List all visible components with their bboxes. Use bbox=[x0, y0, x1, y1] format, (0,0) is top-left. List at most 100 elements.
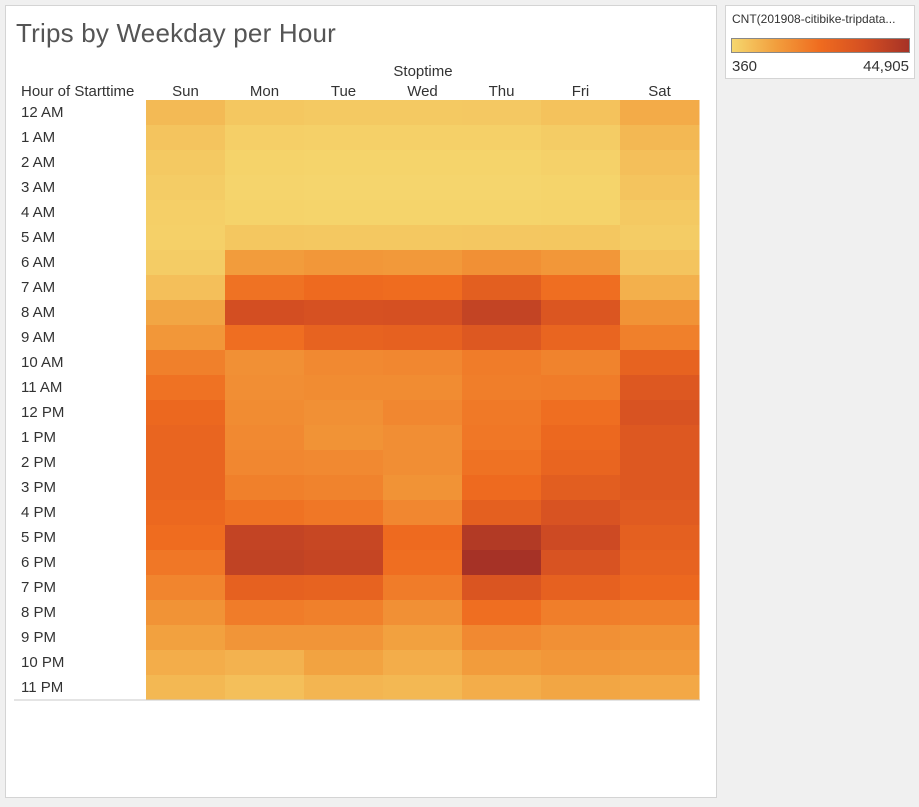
heatmap-cell[interactable] bbox=[225, 350, 305, 376]
heatmap-cell[interactable] bbox=[383, 550, 463, 576]
heatmap-cell[interactable] bbox=[225, 175, 305, 201]
heatmap-cell[interactable] bbox=[383, 425, 463, 451]
heatmap-cell[interactable] bbox=[146, 100, 226, 126]
heatmap-cell[interactable] bbox=[146, 250, 226, 276]
heatmap-cell[interactable] bbox=[383, 225, 463, 251]
heatmap-cell[interactable] bbox=[304, 125, 384, 151]
heatmap-cell[interactable] bbox=[383, 100, 463, 126]
heatmap-cell[interactable] bbox=[146, 550, 226, 576]
heatmap-cell[interactable] bbox=[225, 325, 305, 351]
heatmap-cell[interactable] bbox=[541, 450, 621, 476]
heatmap-cell[interactable] bbox=[541, 375, 621, 401]
heatmap-cell[interactable] bbox=[225, 275, 305, 301]
heatmap-cell[interactable] bbox=[304, 550, 384, 576]
heatmap-cell[interactable] bbox=[383, 400, 463, 426]
heatmap-cell[interactable] bbox=[225, 450, 305, 476]
heatmap-cell[interactable] bbox=[620, 400, 700, 426]
heatmap-cell[interactable] bbox=[146, 375, 226, 401]
heatmap-cell[interactable] bbox=[462, 150, 542, 176]
heatmap-cell[interactable] bbox=[304, 250, 384, 276]
heatmap-cell[interactable] bbox=[304, 675, 384, 701]
heatmap-cell[interactable] bbox=[541, 425, 621, 451]
heatmap-cell[interactable] bbox=[383, 450, 463, 476]
heatmap-cell[interactable] bbox=[462, 325, 542, 351]
heatmap-cell[interactable] bbox=[462, 375, 542, 401]
heatmap-cell[interactable] bbox=[225, 550, 305, 576]
heatmap-cell[interactable] bbox=[383, 500, 463, 526]
heatmap-cell[interactable] bbox=[383, 600, 463, 626]
heatmap-cell[interactable] bbox=[541, 275, 621, 301]
heatmap-cell[interactable] bbox=[620, 200, 700, 226]
heatmap-cell[interactable] bbox=[146, 275, 226, 301]
heatmap-cell[interactable] bbox=[225, 600, 305, 626]
heatmap-cell[interactable] bbox=[541, 400, 621, 426]
heatmap-cell[interactable] bbox=[462, 600, 542, 626]
heatmap-cell[interactable] bbox=[620, 500, 700, 526]
heatmap-cell[interactable] bbox=[304, 525, 384, 551]
heatmap-cell[interactable] bbox=[462, 425, 542, 451]
heatmap-cell[interactable] bbox=[462, 575, 542, 601]
heatmap-cell[interactable] bbox=[225, 200, 305, 226]
heatmap-cell[interactable] bbox=[620, 275, 700, 301]
heatmap-cell[interactable] bbox=[225, 375, 305, 401]
heatmap-cell[interactable] bbox=[146, 225, 226, 251]
heatmap-cell[interactable] bbox=[225, 575, 305, 601]
heatmap-cell[interactable] bbox=[620, 675, 700, 701]
heatmap-cell[interactable] bbox=[462, 350, 542, 376]
heatmap-cell[interactable] bbox=[541, 525, 621, 551]
heatmap-cell[interactable] bbox=[462, 100, 542, 126]
heatmap-cell[interactable] bbox=[304, 175, 384, 201]
color-legend[interactable]: CNT(201908-citibike-tripdata... 360 44,9… bbox=[725, 5, 915, 79]
heatmap-cell[interactable] bbox=[541, 325, 621, 351]
heatmap-cell[interactable] bbox=[225, 650, 305, 676]
heatmap-cell[interactable] bbox=[620, 225, 700, 251]
heatmap-cell[interactable] bbox=[462, 625, 542, 651]
heatmap-cell[interactable] bbox=[462, 500, 542, 526]
heatmap-cell[interactable] bbox=[462, 650, 542, 676]
heatmap-cell[interactable] bbox=[304, 575, 384, 601]
heatmap-cell[interactable] bbox=[541, 575, 621, 601]
heatmap-cell[interactable] bbox=[225, 675, 305, 701]
heatmap-cell[interactable] bbox=[620, 150, 700, 176]
heatmap-cell[interactable] bbox=[383, 525, 463, 551]
heatmap-cell[interactable] bbox=[620, 600, 700, 626]
heatmap-cell[interactable] bbox=[462, 300, 542, 326]
heatmap-cell[interactable] bbox=[146, 475, 226, 501]
heatmap-cell[interactable] bbox=[304, 275, 384, 301]
heatmap-cell[interactable] bbox=[541, 225, 621, 251]
heatmap-cell[interactable] bbox=[146, 675, 226, 701]
heatmap-cell[interactable] bbox=[541, 100, 621, 126]
heatmap-cell[interactable] bbox=[620, 475, 700, 501]
heatmap-cell[interactable] bbox=[620, 575, 700, 601]
heatmap-cell[interactable] bbox=[225, 125, 305, 151]
heatmap-cell[interactable] bbox=[146, 300, 226, 326]
heatmap-cell[interactable] bbox=[225, 225, 305, 251]
heatmap-cell[interactable] bbox=[620, 125, 700, 151]
heatmap-cell[interactable] bbox=[383, 625, 463, 651]
heatmap-cell[interactable] bbox=[304, 350, 384, 376]
heatmap-cell[interactable] bbox=[383, 175, 463, 201]
heatmap-cell[interactable] bbox=[462, 125, 542, 151]
heatmap-cell[interactable] bbox=[620, 625, 700, 651]
heatmap-cell[interactable] bbox=[541, 650, 621, 676]
heatmap-cell[interactable] bbox=[541, 175, 621, 201]
heatmap-cell[interactable] bbox=[146, 525, 226, 551]
heatmap-cell[interactable] bbox=[146, 200, 226, 226]
heatmap-cell[interactable] bbox=[304, 600, 384, 626]
heatmap-cell[interactable] bbox=[304, 425, 384, 451]
heatmap-cell[interactable] bbox=[304, 225, 384, 251]
heatmap-cell[interactable] bbox=[541, 150, 621, 176]
heatmap-cell[interactable] bbox=[146, 500, 226, 526]
heatmap-cell[interactable] bbox=[620, 325, 700, 351]
heatmap-cell[interactable] bbox=[462, 200, 542, 226]
heatmap-cell[interactable] bbox=[383, 275, 463, 301]
heatmap-cell[interactable] bbox=[620, 350, 700, 376]
heatmap-cell[interactable] bbox=[462, 525, 542, 551]
heatmap-cell[interactable] bbox=[146, 650, 226, 676]
heatmap-cell[interactable] bbox=[462, 475, 542, 501]
heatmap-cell[interactable] bbox=[383, 350, 463, 376]
heatmap-cell[interactable] bbox=[225, 400, 305, 426]
heatmap-cell[interactable] bbox=[146, 450, 226, 476]
heatmap-cell[interactable] bbox=[462, 275, 542, 301]
heatmap-cell[interactable] bbox=[462, 250, 542, 276]
